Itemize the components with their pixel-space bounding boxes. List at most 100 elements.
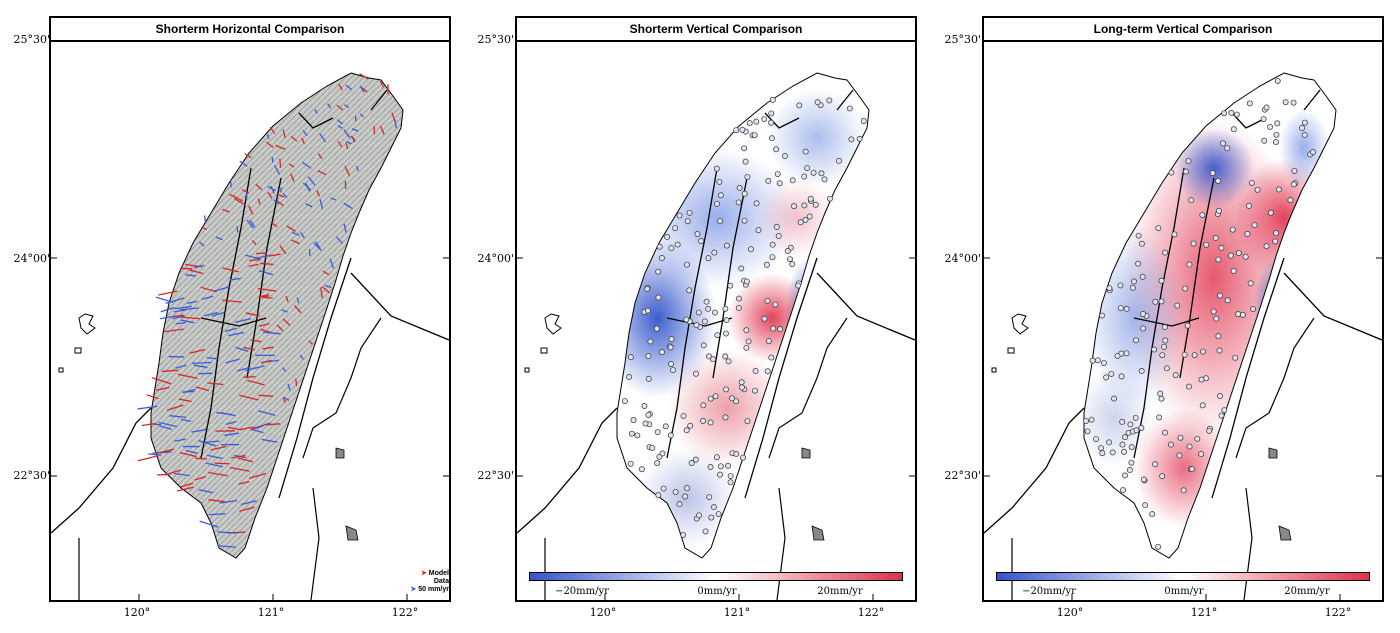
velocity-vector	[240, 500, 257, 506]
velocity-vector	[257, 287, 277, 292]
velocity-vector	[266, 133, 270, 140]
station-marker	[802, 216, 809, 223]
velocity-vector	[359, 85, 365, 93]
station-marker	[1227, 252, 1234, 259]
station-marker	[765, 177, 772, 184]
station-marker	[768, 135, 775, 142]
station-marker	[1109, 449, 1116, 456]
station-marker	[796, 102, 803, 109]
station-marker	[727, 473, 734, 479]
station-marker	[725, 358, 732, 365]
velocity-vector	[299, 354, 304, 360]
velocity-vector	[313, 242, 322, 251]
penghu-islands	[991, 313, 1029, 373]
horizontal-comparison-panel: Shorterm Horizontal Comparison ➤ Model D…	[49, 16, 451, 602]
station-marker	[777, 326, 784, 333]
station-marker	[1215, 256, 1222, 263]
station-marker	[1123, 305, 1130, 312]
station-marker	[1156, 414, 1163, 421]
velocity-vector	[159, 425, 172, 430]
velocity-vector	[317, 170, 327, 176]
station-marker	[1114, 352, 1121, 359]
velocity-vector	[235, 346, 249, 352]
lon-label-121: 121°	[1190, 606, 1218, 619]
station-marker	[784, 248, 791, 254]
velocity-vector	[282, 367, 287, 373]
station-marker	[814, 99, 821, 106]
station-marker	[668, 336, 675, 343]
station-marker	[1172, 372, 1179, 378]
station-marker	[1168, 169, 1175, 176]
fault-line	[370, 89, 388, 111]
station-marker	[723, 317, 730, 324]
station-marker	[1230, 126, 1237, 133]
velocity-vector	[285, 295, 289, 302]
velocity-vector	[208, 471, 228, 477]
station-marker	[1159, 473, 1166, 480]
velocity-vector	[229, 194, 236, 198]
station-marker	[1219, 140, 1226, 147]
short-vertical-panel: Shorterm Vertical Comparison −20mm/yr 0m…	[515, 16, 917, 602]
station-marker	[795, 282, 802, 289]
station-marker	[729, 395, 735, 402]
station-marker	[751, 387, 758, 394]
velocity-vector	[206, 356, 218, 360]
coastline	[1083, 72, 1337, 559]
velocity-vector	[180, 307, 199, 311]
station-marker	[761, 315, 768, 322]
velocity-vector	[194, 476, 206, 481]
velocity-vector	[276, 193, 285, 198]
velocity-vector	[301, 161, 312, 169]
velocity-vector	[263, 331, 281, 335]
ryukyu-trench-line	[1283, 272, 1382, 341]
station-marker	[1191, 352, 1198, 359]
station-marker	[716, 178, 723, 185]
velocity-vector	[253, 422, 271, 429]
station-marker	[1182, 168, 1189, 175]
station-marker	[801, 173, 808, 180]
station-marker	[654, 429, 661, 435]
velocity-vector	[257, 198, 261, 205]
fault-line	[744, 257, 818, 499]
station-marker	[1263, 104, 1270, 111]
station-marker	[723, 386, 729, 393]
velocity-vector	[210, 445, 227, 451]
station-marker	[680, 531, 687, 538]
velocity-vector	[336, 119, 344, 125]
velocity-vector	[316, 190, 320, 197]
panel-title: Shorterm Horizontal Comparison	[51, 18, 449, 42]
station-marker	[1142, 502, 1149, 509]
velocity-vector	[391, 112, 396, 122]
station-marker	[1217, 393, 1224, 399]
velocity-vector	[291, 239, 300, 245]
velocity-vector	[224, 432, 240, 437]
velocity-vector	[345, 142, 349, 150]
station-marker	[1158, 395, 1165, 402]
station-marker	[1094, 357, 1101, 364]
velocity-vector	[234, 196, 244, 202]
station-marker	[641, 403, 648, 409]
station-marker	[741, 217, 748, 224]
station-marker	[804, 165, 811, 171]
short-vertical-map	[517, 39, 915, 600]
station-marker	[1155, 225, 1162, 232]
station-marker	[736, 295, 742, 302]
station-marker	[1272, 238, 1279, 245]
velocity-vector	[137, 455, 158, 462]
velocity-vector	[230, 181, 232, 188]
station-marker	[1123, 350, 1130, 357]
plate-boundary-south	[310, 487, 320, 600]
velocity-vector	[282, 318, 291, 326]
offshore-islets	[335, 447, 359, 541]
station-marker	[703, 298, 710, 305]
station-marker	[769, 96, 776, 103]
lon-label-120: 120°	[589, 606, 617, 619]
velocity-vector	[174, 305, 193, 310]
station-marker	[686, 287, 693, 294]
fault-line	[246, 177, 282, 379]
lon-label-121: 121°	[723, 606, 751, 619]
station-marker	[645, 375, 652, 382]
velocity-vector	[356, 165, 359, 172]
lon-label-121: 121°	[257, 606, 285, 619]
offshore-islets	[1268, 447, 1292, 541]
